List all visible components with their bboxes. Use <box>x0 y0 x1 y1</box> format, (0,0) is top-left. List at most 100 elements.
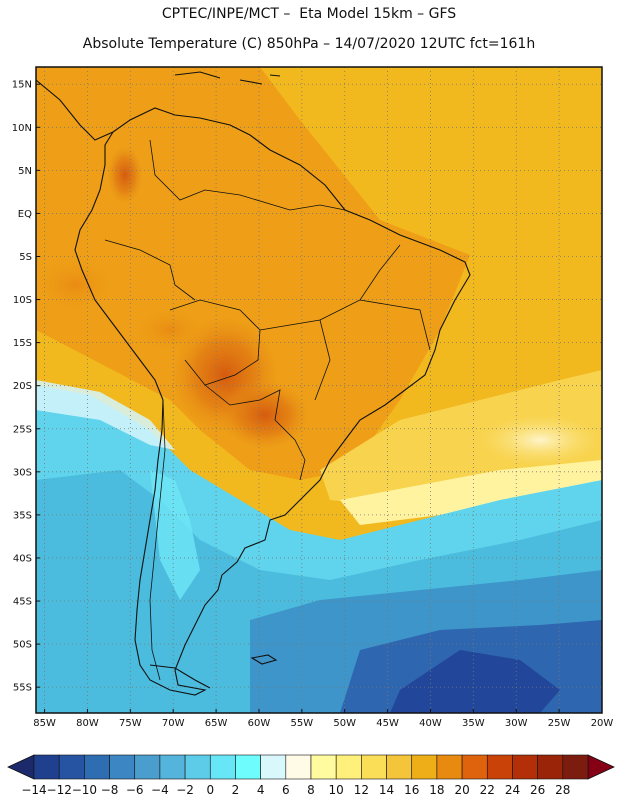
colorbar-label: 20 <box>454 783 469 797</box>
colorbar-label: 26 <box>530 783 545 797</box>
colorbar-label: 24 <box>505 783 520 797</box>
chart-title-line2: Absolute Temperature (C) 850hPa – 14/07/… <box>82 36 536 52</box>
colorbar-swatch <box>134 754 161 780</box>
colorbar-label: 10 <box>329 783 344 797</box>
lat-tick-label: EQ <box>18 209 32 220</box>
colorbar-swatch <box>361 754 387 780</box>
colorbar-label: −4 <box>151 783 169 797</box>
lon-tick-label: 45W <box>376 718 399 729</box>
colorbar-label: 8 <box>307 783 315 797</box>
lat-tick-label: 50S <box>13 640 32 651</box>
colorbar-swatch <box>33 754 60 780</box>
colorbar-swatch <box>411 754 438 780</box>
south-america-outline <box>74 107 471 696</box>
lon-tick-label: 75W <box>119 718 142 729</box>
border-guianas <box>239 194 346 211</box>
border-argentina-chile <box>149 399 166 681</box>
colorbar-label: 4 <box>257 783 265 797</box>
falkland-islands <box>250 654 278 665</box>
colorbar-swatch <box>310 754 337 780</box>
lat-tick-label: 55S <box>13 683 32 694</box>
colorbar-label: −14 <box>21 783 46 797</box>
lat-tick-label: 10S <box>13 295 32 306</box>
coastlines <box>36 71 471 696</box>
colorbar-swatch <box>562 754 589 780</box>
colorbar-swatch <box>109 754 136 780</box>
hot-core-chaco <box>220 380 310 450</box>
colorbar-label: 18 <box>429 783 444 797</box>
lat-tick-label: 30S <box>13 467 32 478</box>
colorbar-swatch <box>159 754 186 780</box>
field-andes-cold <box>150 470 200 600</box>
axes: 85W 80W 75W 70W 65W 60W 55W 50W 45W 40W 35W 30W 25W 2… <box>12 80 614 729</box>
colorbar-swatch <box>335 754 362 780</box>
colorbar-label: −10 <box>72 783 97 797</box>
lon-tick-label: 55W <box>291 718 314 729</box>
lon-tick-label: 30W <box>505 718 528 729</box>
colorbar-swatch <box>386 754 413 780</box>
colorbar-swatch <box>84 754 110 780</box>
colorbar-swatch <box>235 754 261 780</box>
colorbar-swatch <box>260 754 287 780</box>
colorbar-swatch <box>512 754 538 780</box>
lon-tick-label: 40W <box>419 718 442 729</box>
colorbar-swatch <box>285 754 312 780</box>
colorbar-label: 0 <box>206 783 214 797</box>
colorbar-label: −8 <box>101 783 119 797</box>
lat-tick-label: 15N <box>12 80 32 91</box>
border-paraguay <box>204 384 281 421</box>
warm-blob-pacific <box>36 255 120 315</box>
warm-blob-bolivia <box>130 305 210 355</box>
colorbar-swatch <box>58 754 85 780</box>
lon-tick-label: 80W <box>76 718 99 729</box>
chart-title-line1: CPTEC/INPE/MCT – Eta Model 15km – GFS <box>161 6 457 22</box>
lon-tick-label: 60W <box>248 718 271 729</box>
colorbar-swatch <box>436 754 463 780</box>
colorbar-label: 28 <box>555 783 570 797</box>
colorbar-swatch <box>461 754 488 780</box>
colorbar-label: 2 <box>232 783 240 797</box>
tierra-del-fuego <box>149 664 211 689</box>
lon-tick-label: 20W <box>591 718 614 729</box>
lon-tick-label: 25W <box>548 718 571 729</box>
lon-tick-label: 85W <box>33 718 56 729</box>
lat-tick-label: 15S <box>13 338 32 349</box>
colorbar-label: 16 <box>404 783 419 797</box>
colorbar-swatch <box>184 754 211 780</box>
lat-tick-label: 10N <box>12 123 32 134</box>
border-brazil-argentina-uruguay <box>274 419 306 481</box>
colorbar-swatch <box>209 754 236 780</box>
lat-tick-label: 25S <box>13 424 32 435</box>
colorbar-swatch <box>486 754 513 780</box>
field-pale-band <box>340 460 602 525</box>
plot-frame <box>35 66 603 714</box>
colorbar: −14 −12 −10 −8 −6 −4 −2 0 2 4 6 8 10 12 14 16 18 20 22 24 26… <box>7 754 615 797</box>
lon-tick-label: 70W <box>162 718 185 729</box>
lat-tick-label: 45S <box>13 597 32 608</box>
colorbar-label: 12 <box>354 783 369 797</box>
central-america-outline <box>36 79 114 141</box>
border-colombia-venezuela <box>149 139 241 201</box>
hot-core-colombia <box>107 145 143 205</box>
colorbar-label: 6 <box>282 783 290 797</box>
lon-tick-label: 35W <box>462 718 485 729</box>
lon-tick-label: 65W <box>205 718 228 729</box>
field-cold-deepest <box>390 650 560 713</box>
lat-tick-label: 35S <box>13 510 32 521</box>
colorbar-label: 22 <box>480 783 495 797</box>
country-borders <box>104 139 431 681</box>
colorbar-label: −12 <box>47 783 72 797</box>
colorbar-under-arrow <box>7 754 35 780</box>
colorbar-label: −6 <box>126 783 144 797</box>
lat-tick-label: 5S <box>19 252 32 263</box>
border-peru-brazil <box>104 239 196 301</box>
lat-tick-label: 5N <box>18 166 32 177</box>
border-bolivia <box>169 299 261 386</box>
colorbar-over-arrow <box>587 754 615 780</box>
lon-tick-label: 50W <box>333 718 356 729</box>
border-brazil-states <box>259 244 431 401</box>
colorbar-label: 14 <box>379 783 394 797</box>
lat-tick-label: 20S <box>13 381 32 392</box>
colorbar-swatch <box>537 754 564 780</box>
